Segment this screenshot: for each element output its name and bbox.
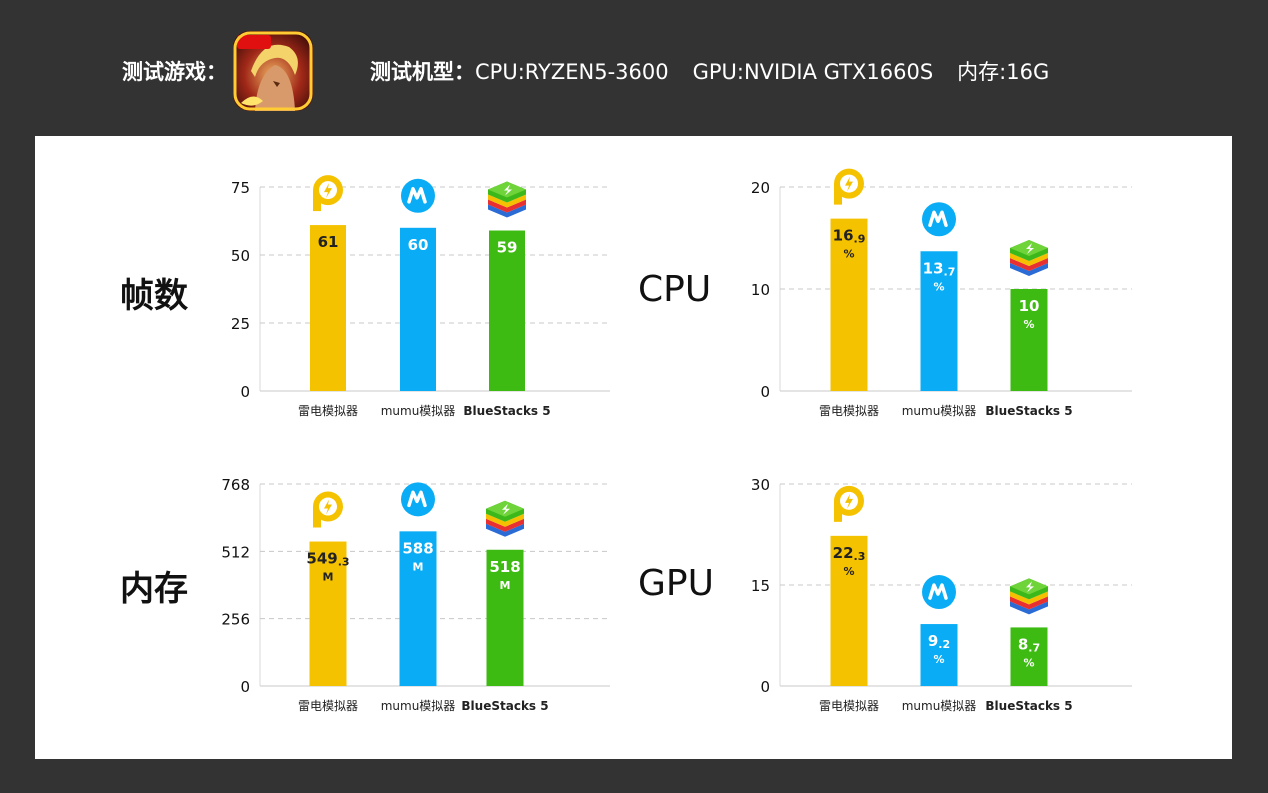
fps-bar-mumu	[400, 227, 436, 391]
gpu-mumu-logo-icon	[922, 575, 956, 610]
spec-memory: 内存:16G	[957, 60, 1050, 84]
gpu-unit-label-bluestacks: %	[1023, 656, 1034, 669]
fps-data-label-ldplayer: 61	[318, 233, 339, 251]
memory-title: 内存	[120, 569, 188, 609]
memory-category-label: BlueStacks 5	[461, 699, 548, 713]
fps-y-tick-label: 25	[231, 315, 250, 333]
fps-data-label-bluestacks: 59	[497, 239, 518, 257]
memory-mumu-logo-icon	[401, 482, 435, 517]
cpu-mumu-logo-icon	[922, 202, 956, 237]
cpu-bar-ldplayer	[830, 218, 868, 391]
fps-category-label: BlueStacks 5	[463, 404, 550, 418]
gpu-unit-label-ldplayer: %	[843, 565, 854, 578]
gpu-category-label: mumu模拟器	[902, 699, 977, 713]
memory-category-label: 雷电模拟器	[298, 699, 358, 713]
cpu-data-label-ldplayer: 16.9	[833, 227, 866, 246]
memory-unit-label-mumu: M	[413, 560, 424, 573]
gpu-y-tick-label: 15	[751, 577, 770, 595]
fps-y-tick-label: 50	[231, 247, 250, 265]
gpu-title: GPU	[638, 563, 714, 604]
memory-unit-label-ldplayer: M	[323, 571, 334, 584]
cpu-y-tick-label: 0	[760, 383, 770, 401]
memory-data-label-mumu: 588	[402, 539, 433, 557]
gpu-y-tick-label: 0	[760, 678, 770, 696]
spec-prefix: 测试机型：	[370, 60, 475, 84]
gpu-category-label: BlueStacks 5	[985, 699, 1072, 713]
cpu-title: CPU	[638, 269, 712, 310]
memory-y-tick-label: 768	[221, 476, 250, 494]
cpu-data-label-bluestacks: 10	[1019, 297, 1040, 315]
memory-unit-label-bluestacks: M	[500, 579, 511, 592]
cpu-unit-label-mumu: %	[933, 280, 944, 293]
fps-title: 帧数	[120, 276, 188, 316]
chart-panel: 帧数 CPU 内存 GPU 0 25 50 75 61 雷电模拟器 60 mumu模拟器 59 B…	[35, 136, 1232, 759]
cpu-y-tick-label: 20	[751, 179, 770, 197]
header-bar: 测试游戏： 测试机型：CPU:RYZEN5-3600 GPU:NVIDIA GTX…	[0, 0, 1268, 136]
gpu-data-label-ldplayer: 22.3	[833, 544, 866, 563]
gpu-bar-ldplayer	[830, 535, 868, 686]
cpu-bar-mumu	[920, 251, 958, 391]
fps-category-label: 雷电模拟器	[298, 404, 358, 418]
cpu-ldplayer-logo-icon	[834, 168, 864, 205]
spec-cpu: CPU:RYZEN5-3600	[475, 60, 669, 84]
gpu-category-label: 雷电模拟器	[819, 699, 879, 713]
memory-bar-bluestacks	[486, 549, 524, 686]
memory-category-label: mumu模拟器	[381, 699, 456, 713]
memory-bluestacks-logo-icon	[486, 500, 524, 537]
cpu-bluestacks-logo-icon	[1010, 240, 1048, 276]
fps-data-label-mumu: 60	[408, 236, 429, 254]
gpu-data-label-bluestacks: 8.7	[1018, 635, 1040, 654]
fps-mumu-logo-icon	[401, 178, 435, 213]
memory-y-tick-label: 0	[240, 678, 250, 696]
memory-bar-ldplayer	[309, 541, 347, 686]
test-machine-specs: 测试机型：CPU:RYZEN5-3600 GPU:NVIDIA GTX1660S 内…	[370, 56, 1073, 86]
cpu-unit-label-ldplayer: %	[843, 248, 854, 261]
gpu-ldplayer-logo-icon	[834, 485, 864, 522]
game-icon	[233, 31, 313, 111]
fps-bar-bluestacks	[489, 230, 525, 391]
fps-ldplayer-logo-icon	[313, 175, 343, 212]
memory-data-label-ldplayer: 549.3	[306, 550, 349, 569]
gpu-bar-mumu	[920, 624, 958, 686]
fps-y-tick-label: 75	[231, 179, 250, 197]
cpu-category-label: mumu模拟器	[902, 404, 977, 418]
fps-y-tick-label: 0	[240, 383, 250, 401]
memory-data-label-bluestacks: 518	[489, 558, 520, 576]
fps-chart: 0 25 50 75 61 雷电模拟器 60 mumu模拟器 59 BlueStacks 5 0 10…	[221, 168, 1132, 713]
memory-bar-mumu	[399, 531, 437, 686]
fps-bluestacks-logo-icon	[488, 181, 526, 218]
gpu-y-tick-label: 30	[751, 476, 770, 494]
memory-y-tick-label: 512	[221, 543, 250, 561]
cpu-data-label-mumu: 13.7	[923, 259, 956, 278]
spec-gpu: GPU:NVIDIA GTX1660S	[692, 60, 934, 84]
gpu-bar-bluestacks	[1010, 627, 1048, 686]
gpu-bluestacks-logo-icon	[1010, 578, 1048, 615]
fps-category-label: mumu模拟器	[381, 404, 456, 418]
test-game-label: 测试游戏：	[122, 60, 227, 84]
gpu-unit-label-mumu: %	[933, 653, 944, 666]
memory-y-tick-label: 256	[221, 611, 250, 629]
fps-bar-ldplayer	[310, 225, 346, 391]
cpu-unit-label-bluestacks: %	[1023, 318, 1034, 331]
cpu-category-label: 雷电模拟器	[819, 404, 879, 418]
cpu-bar-bluestacks	[1010, 289, 1048, 391]
memory-ldplayer-logo-icon	[313, 491, 343, 528]
cpu-category-label: BlueStacks 5	[985, 404, 1072, 418]
cpu-y-tick-label: 10	[751, 281, 770, 299]
gpu-data-label-mumu: 9.2	[928, 632, 950, 651]
